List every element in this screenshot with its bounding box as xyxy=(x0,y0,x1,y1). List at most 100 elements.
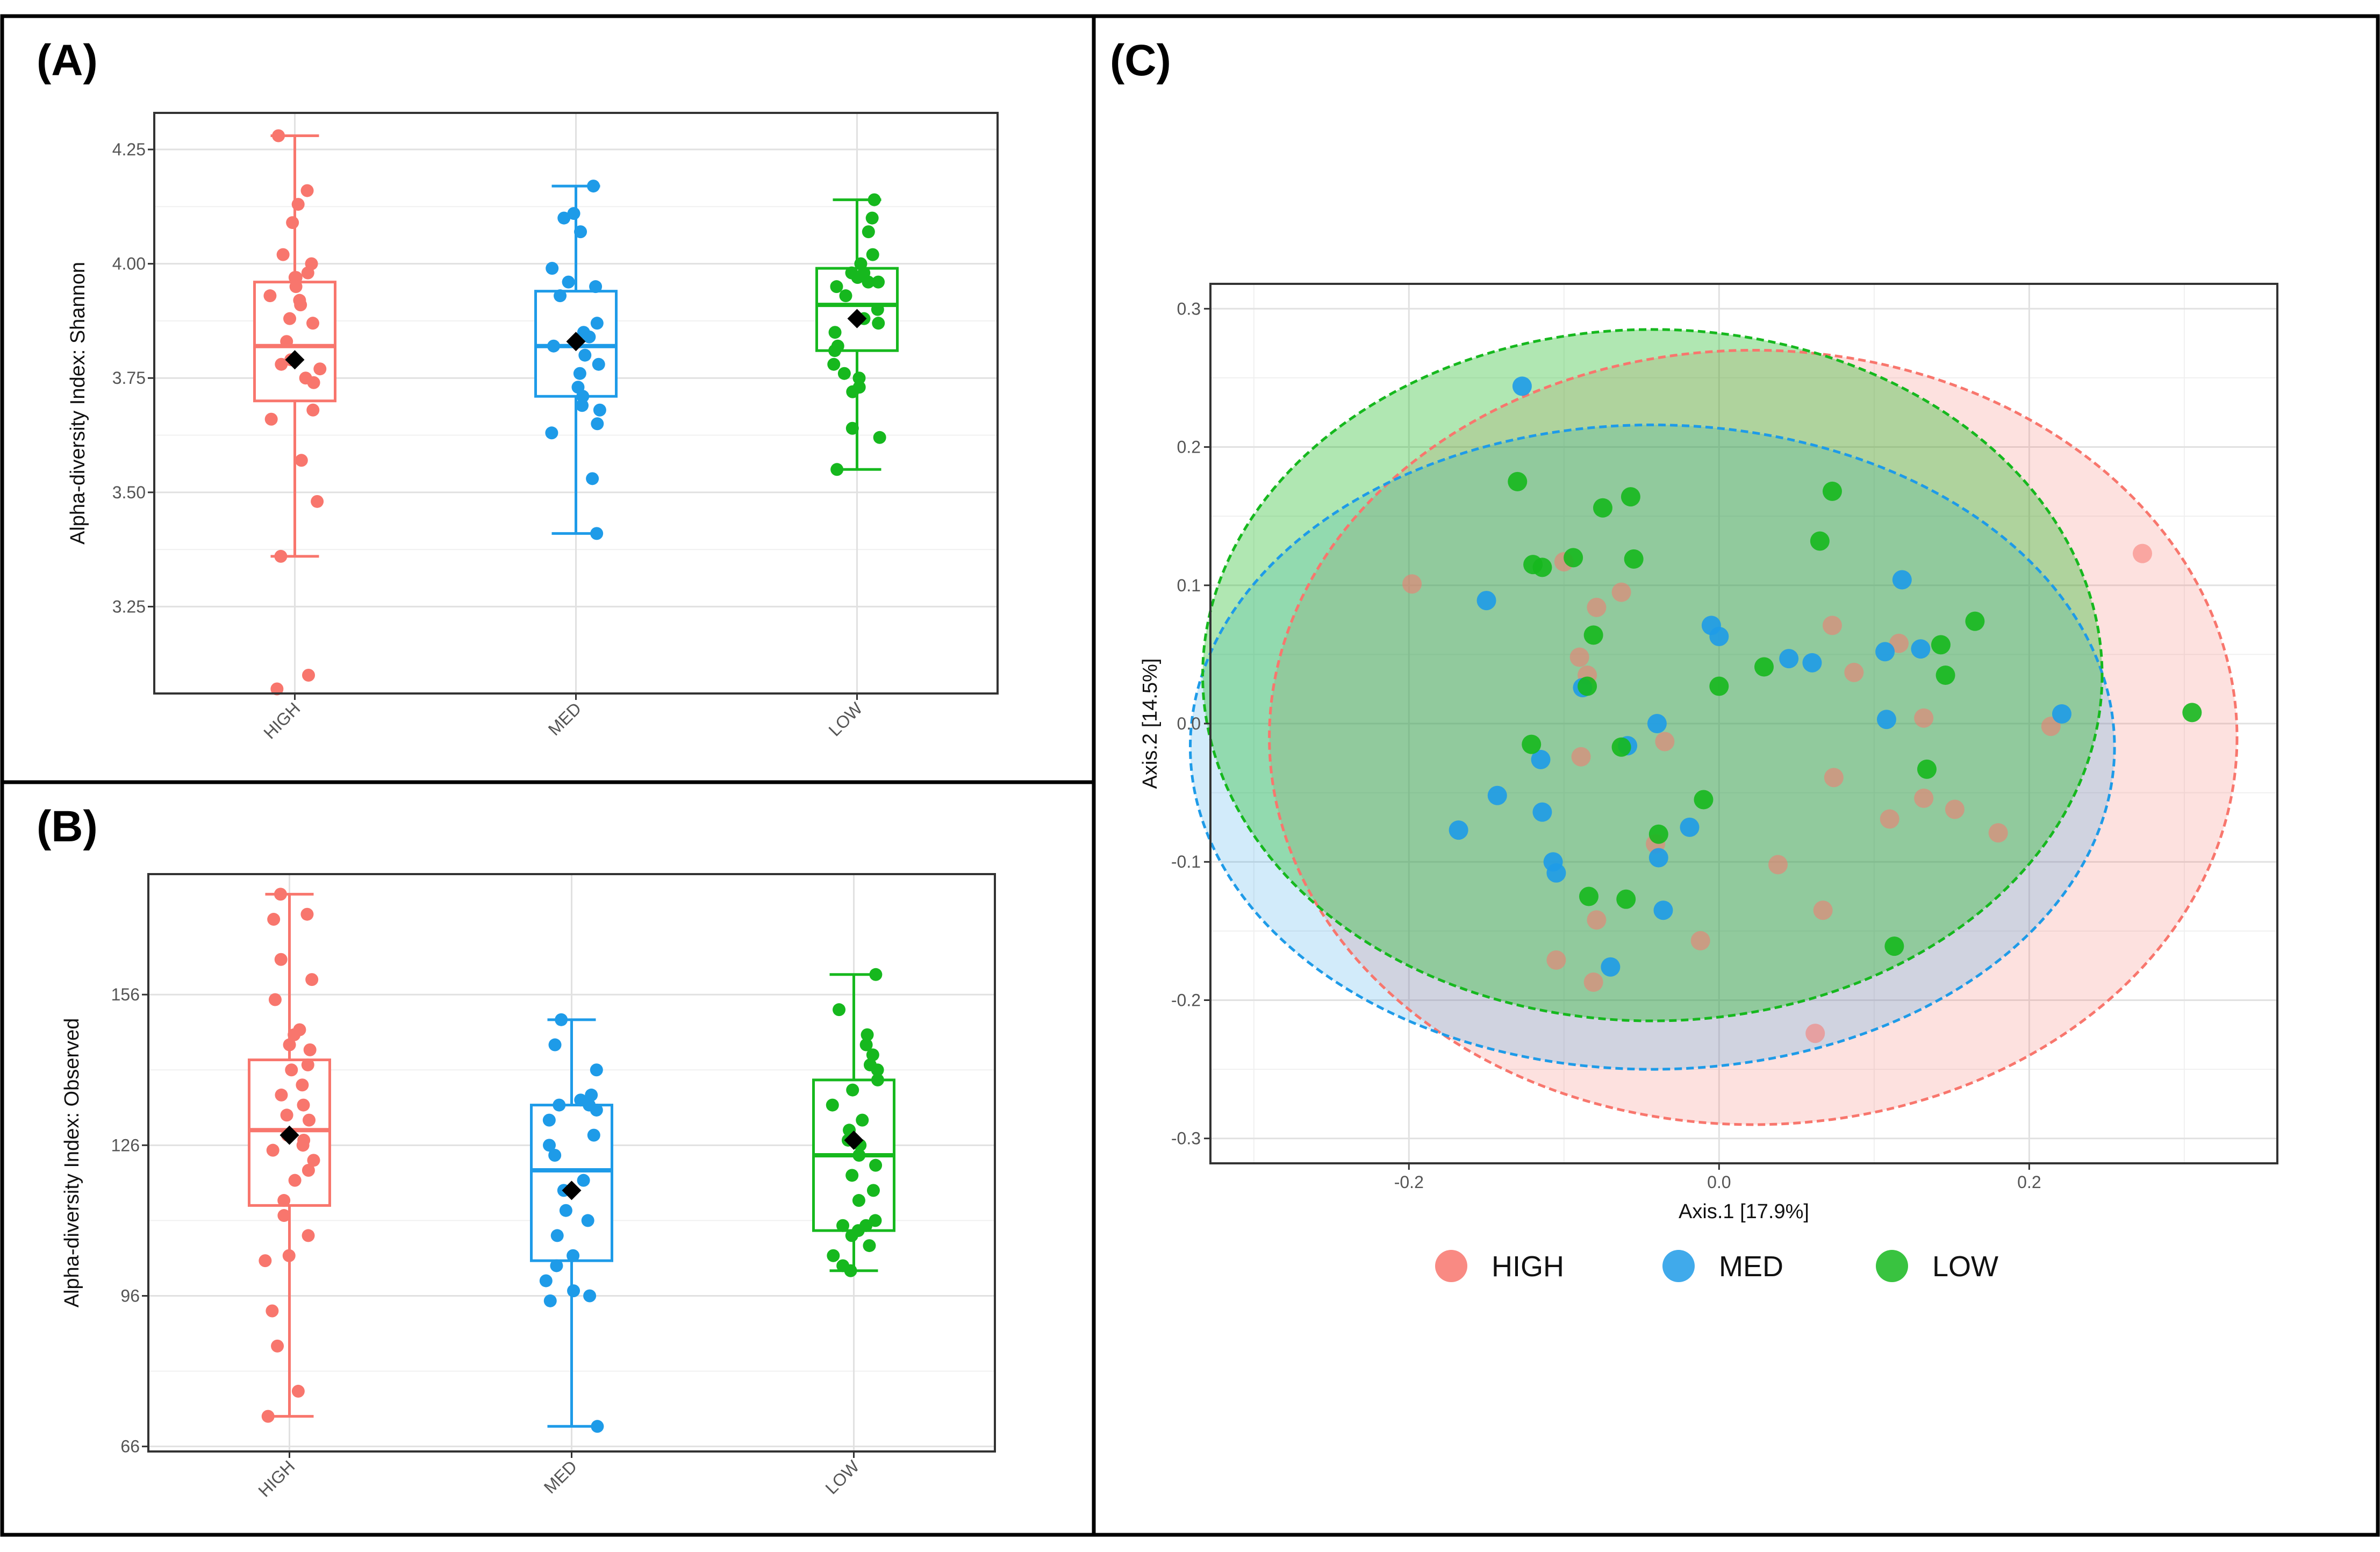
data-point xyxy=(546,262,559,275)
data-point xyxy=(1532,802,1552,822)
data-point xyxy=(1709,676,1729,696)
data-point xyxy=(302,1164,315,1177)
legend-key-low xyxy=(1876,1250,1908,1282)
data-point xyxy=(845,1229,858,1242)
data-point xyxy=(303,1043,317,1056)
data-point xyxy=(277,1209,291,1222)
data-point xyxy=(297,1098,310,1112)
data-point xyxy=(1709,626,1729,646)
panel-c-label: (C) xyxy=(1110,36,1171,85)
data-point xyxy=(301,1058,314,1071)
y-axis-title: Alpha-diversity Index: Observed xyxy=(61,1018,83,1308)
data-point xyxy=(863,1239,876,1253)
data-point xyxy=(548,1038,562,1052)
data-point xyxy=(543,1139,556,1152)
data-point xyxy=(1844,662,1864,682)
y-tick-label: 0.3 xyxy=(1177,299,1201,318)
data-point xyxy=(557,211,571,225)
data-point xyxy=(1532,557,1552,577)
data-point xyxy=(1546,950,1566,970)
y-axis-title: Alpha-diversity Index: Shannon xyxy=(67,262,89,545)
data-point xyxy=(542,1113,556,1127)
data-point xyxy=(866,1184,880,1197)
data-point xyxy=(573,367,586,380)
data-point xyxy=(1611,737,1631,757)
data-point xyxy=(275,357,288,371)
data-point xyxy=(550,1229,564,1242)
mean-marker xyxy=(844,1130,864,1150)
data-point xyxy=(828,326,842,339)
data-point xyxy=(1611,582,1631,602)
ellipse-outline-high xyxy=(1268,348,2239,1126)
data-point xyxy=(1768,855,1788,875)
box-med xyxy=(534,180,618,540)
data-point xyxy=(872,275,885,289)
data-point xyxy=(294,298,307,312)
data-point xyxy=(866,248,879,261)
data-point xyxy=(1876,710,1896,729)
data-point xyxy=(591,1420,604,1433)
data-point xyxy=(306,403,320,417)
data-point xyxy=(1653,900,1673,920)
data-point xyxy=(852,1148,866,1162)
pcoa-scatter: -0.2 0.0 0.2 -0.3 -0.2 -0.1 0.0 0.1 0.2 0.3 Axis.1… xyxy=(1139,283,2278,1283)
data-point xyxy=(1965,611,1985,631)
data-point xyxy=(288,1174,302,1187)
data-point xyxy=(295,454,308,467)
data-point xyxy=(1875,642,1895,662)
data-point xyxy=(1884,936,1904,956)
data-point xyxy=(2132,543,2152,563)
data-point xyxy=(1531,749,1551,769)
data-point xyxy=(837,367,851,380)
data-point xyxy=(861,1028,874,1041)
mean-marker xyxy=(566,332,586,352)
data-point xyxy=(286,216,299,230)
data-point xyxy=(274,953,288,966)
data-point xyxy=(1648,824,1668,844)
data-point xyxy=(1813,900,1833,920)
x-tick-label: -0.2 xyxy=(1394,1172,1424,1192)
data-point xyxy=(1546,863,1566,883)
data-point xyxy=(581,1214,594,1227)
legend-key-med xyxy=(1662,1250,1695,1282)
data-point xyxy=(827,1249,840,1262)
ellipse-fill-low xyxy=(1202,329,2102,1021)
data-point xyxy=(270,682,284,696)
data-point xyxy=(305,973,319,986)
data-point xyxy=(275,1088,288,1102)
data-point xyxy=(548,1148,562,1162)
data-point xyxy=(1578,676,1597,696)
data-point xyxy=(1487,785,1507,805)
data-point xyxy=(1892,570,1912,590)
data-point xyxy=(263,289,277,303)
data-point xyxy=(545,426,558,440)
data-point xyxy=(587,180,600,193)
data-point xyxy=(313,362,327,376)
data-point xyxy=(585,1088,598,1102)
data-point xyxy=(1593,498,1612,518)
data-point xyxy=(871,303,884,316)
y-tick-label: 66 xyxy=(120,1437,140,1456)
y-tick-label: 3.25 xyxy=(112,597,146,616)
panel-a-label: (A) xyxy=(37,36,98,85)
data-point xyxy=(1822,616,1842,635)
data-point xyxy=(869,968,883,981)
ellipse-outline-low xyxy=(1201,328,2104,1022)
data-point xyxy=(272,129,285,142)
data-point xyxy=(1931,635,1951,655)
data-point xyxy=(283,312,297,325)
shannon-boxplot: 3.25 3.50 3.75 4.00 4.25 HIGH MED LOW Alpha-dive… xyxy=(67,112,999,743)
data-point xyxy=(1935,665,1955,685)
data-point xyxy=(1822,481,1842,501)
data-point xyxy=(830,463,844,476)
data-point xyxy=(264,412,278,426)
data-point xyxy=(291,1384,305,1398)
data-point xyxy=(302,1229,315,1242)
data-point xyxy=(871,1063,884,1077)
data-point xyxy=(868,193,881,206)
data-point xyxy=(1824,768,1844,788)
data-point xyxy=(261,1410,275,1423)
mean-marker xyxy=(847,309,867,328)
y-tick-label: 4.00 xyxy=(112,254,146,274)
